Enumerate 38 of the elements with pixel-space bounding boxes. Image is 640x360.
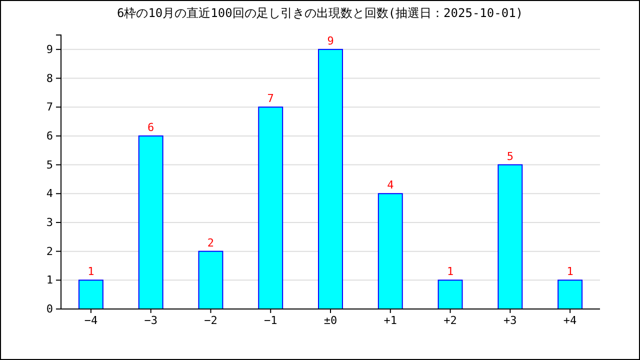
y-tick-label: 6	[46, 129, 53, 142]
x-tick-label: −1	[264, 314, 278, 327]
y-tick-label: 4	[46, 187, 54, 200]
bar	[438, 280, 463, 310]
data-label: 6	[148, 120, 154, 134]
data-label: 1	[88, 265, 94, 278]
y-tick-label: 3	[46, 216, 53, 229]
bar	[198, 250, 224, 310]
x-tick-label: −2	[204, 314, 218, 327]
y-tick-label: 7	[46, 100, 53, 114]
x-tick-label: +4	[563, 314, 578, 327]
x-tick-label: +2	[444, 314, 457, 327]
bar	[558, 280, 583, 310]
x-tick-label: ±0	[324, 314, 338, 327]
y-tick-label: 8	[46, 72, 53, 85]
data-label: 1	[446, 265, 454, 278]
x-tick-label: +1	[384, 314, 398, 327]
y-tick-label: 9	[46, 42, 53, 56]
bar	[318, 48, 343, 310]
x-tick-label: +3	[504, 314, 517, 327]
data-label: 9	[327, 34, 334, 48]
x-tick-label: −4	[84, 314, 98, 327]
x-tick-label: −3	[144, 314, 158, 327]
bar	[78, 280, 104, 310]
data-label: 1	[566, 265, 574, 278]
data-label: 7	[267, 92, 274, 106]
y-tick-label: 0	[46, 302, 53, 316]
bar	[378, 193, 403, 310]
bar	[138, 135, 164, 310]
y-tick-label: 1	[46, 274, 53, 287]
bar	[258, 106, 284, 310]
data-label: 4	[387, 178, 394, 192]
data-label: 5	[506, 150, 514, 163]
data-label: 2	[207, 236, 214, 250]
bar	[498, 164, 523, 310]
y-tick-label: 5	[46, 158, 53, 172]
chart-title: 6枠の10月の直近100回の足し引きの出現数と回数(抽選日：2025-10-01)	[116, 6, 524, 20]
y-tick-label: 2	[46, 244, 53, 258]
